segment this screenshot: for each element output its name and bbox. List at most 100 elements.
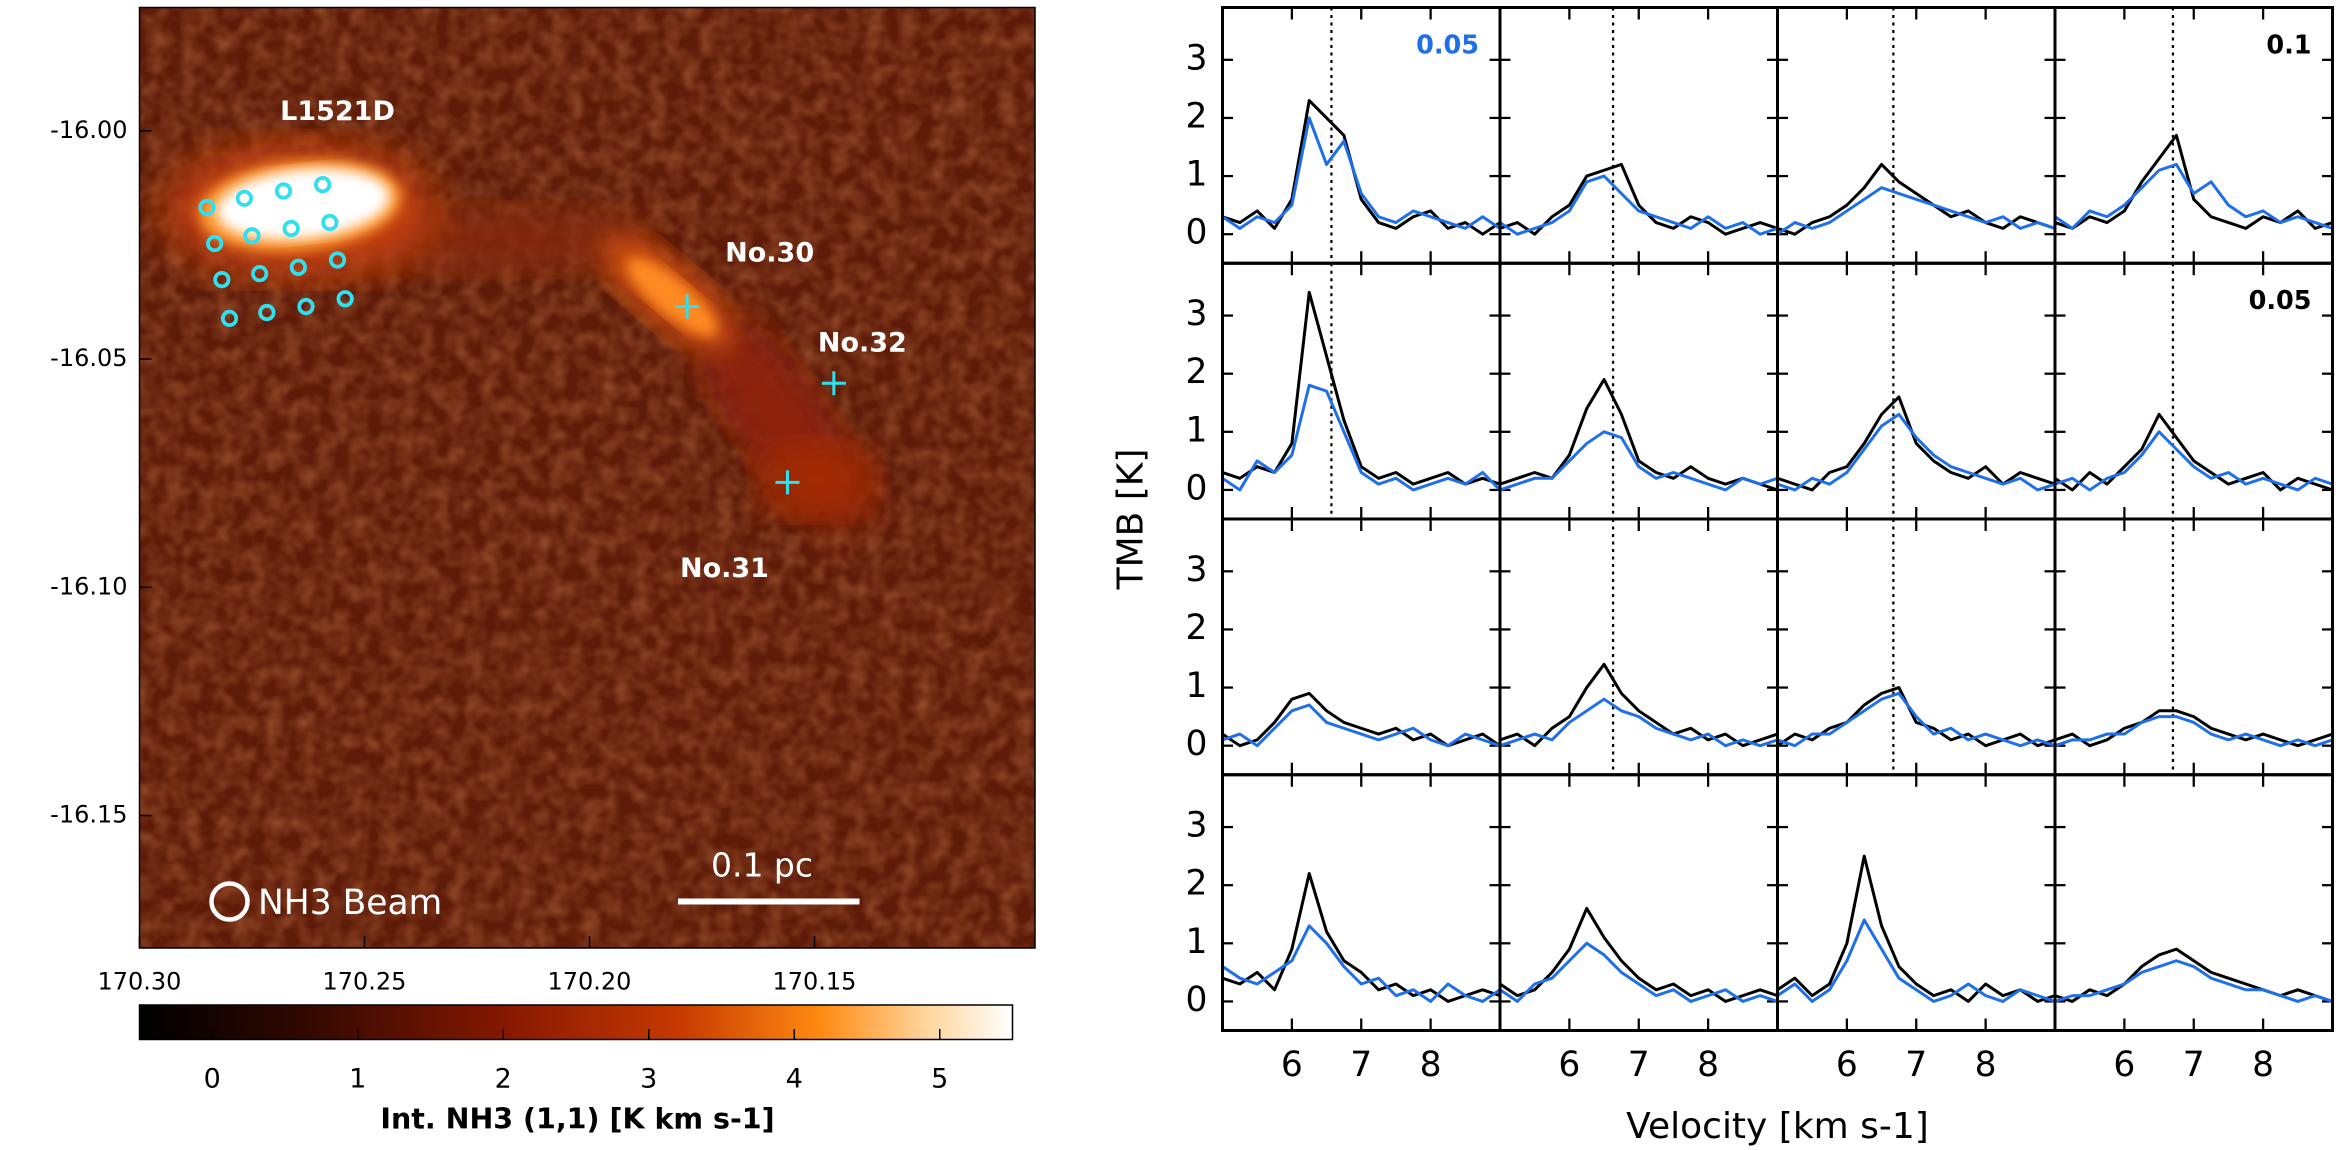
x-tick-label: 8 bbox=[1420, 1045, 1442, 1085]
y-tick-label: 1 bbox=[1186, 666, 1208, 706]
y-tick-label: 0 bbox=[1186, 724, 1208, 764]
x-tick-label: 8 bbox=[1975, 1045, 1997, 1085]
position-marker bbox=[274, 182, 293, 200]
x-tick-label: 6 bbox=[2113, 1045, 2135, 1085]
y-tick-label: 3 bbox=[1186, 38, 1208, 78]
y-tick-label: -16.10 bbox=[50, 572, 127, 600]
spectrum-line bbox=[1499, 941, 1778, 1003]
position-marker bbox=[251, 265, 269, 283]
spectrum-line bbox=[1776, 686, 2056, 748]
spectrum-line bbox=[1499, 697, 1778, 748]
x-tick-label: 170.25 bbox=[323, 967, 407, 995]
source-label: No.30 bbox=[725, 238, 814, 269]
panel-note: 0.1 bbox=[2266, 30, 2311, 60]
region-label: L1521D bbox=[280, 96, 395, 127]
x-tick-label: 170.15 bbox=[773, 967, 857, 995]
spectrum-line bbox=[1499, 662, 1778, 748]
position-marker bbox=[336, 290, 354, 308]
panel-frame bbox=[1498, 773, 1779, 1032]
x-tick-label: 7 bbox=[1628, 1045, 1650, 1085]
spectrum-line bbox=[1499, 377, 1778, 492]
spectrum-line bbox=[1221, 383, 1502, 492]
position-marker bbox=[235, 189, 253, 207]
y-tick-label: 1 bbox=[1186, 155, 1208, 195]
spectrum-line bbox=[1777, 412, 2056, 492]
position-marker bbox=[243, 227, 261, 245]
position-marker bbox=[198, 198, 216, 217]
position-marker bbox=[321, 213, 339, 232]
x-tick-label: 6 bbox=[1836, 1045, 1858, 1085]
panel-note: 0.05 bbox=[1416, 30, 1479, 60]
spectrum-line bbox=[1777, 162, 2056, 236]
spectrum-line bbox=[2054, 959, 2333, 1003]
y-tick-label: 3 bbox=[1186, 806, 1208, 846]
x-tick-label: 7 bbox=[2183, 1045, 2205, 1085]
y-tick-label: 2 bbox=[1186, 608, 1208, 648]
y-tick-label: -16.00 bbox=[50, 116, 127, 144]
panel-note: 0.05 bbox=[2249, 286, 2312, 316]
panel-frame bbox=[2053, 773, 2334, 1032]
y-axis-label: TMB [K] bbox=[1111, 449, 1152, 591]
position-marker bbox=[289, 258, 307, 276]
y-tick-label: 2 bbox=[1186, 96, 1208, 136]
position-marker bbox=[220, 309, 239, 328]
colorbar-tick-label: 4 bbox=[786, 1063, 803, 1094]
colorbar bbox=[138, 1004, 1014, 1041]
beam-symbol bbox=[209, 881, 250, 922]
x-tick-label: 7 bbox=[1350, 1045, 1372, 1085]
position-marker bbox=[328, 251, 347, 269]
spectrum-line bbox=[2054, 133, 2333, 230]
position-marker bbox=[314, 176, 332, 194]
map-image bbox=[139, 7, 1036, 948]
spectrum-line bbox=[2054, 412, 2333, 492]
spectrum-line bbox=[1221, 924, 1501, 1003]
x-tick-label: 6 bbox=[1281, 1045, 1303, 1085]
spectrum-line bbox=[1776, 186, 2056, 236]
y-tick-label: 0 bbox=[1186, 468, 1208, 508]
y-tick-label: 0 bbox=[1186, 980, 1208, 1020]
spectrum-line bbox=[2054, 162, 2333, 230]
source-cross bbox=[775, 470, 800, 495]
spectrum-line bbox=[1222, 98, 1501, 236]
colorbar-tick-label: 3 bbox=[640, 1063, 657, 1094]
spectrum-line bbox=[1499, 430, 1778, 492]
y-tick-label: 3 bbox=[1186, 294, 1208, 334]
spectrum-line bbox=[1222, 872, 1501, 1003]
spectrum-line bbox=[1776, 918, 2056, 1003]
panel-frame bbox=[1221, 517, 1502, 777]
y-tick-label: 1 bbox=[1186, 922, 1208, 962]
colorbar-tick-label: 0 bbox=[204, 1063, 221, 1094]
source-label: No.31 bbox=[680, 553, 769, 584]
colorbar-tick-label: 1 bbox=[349, 1063, 366, 1094]
x-tick-label: 8 bbox=[2252, 1045, 2274, 1085]
position-marker bbox=[297, 297, 315, 316]
colorbar-label: Int. NH3 (1,1) [K km s-1] bbox=[380, 1102, 774, 1135]
spectrum-line bbox=[2054, 947, 2333, 1003]
position-marker bbox=[206, 234, 224, 253]
position-marker bbox=[213, 270, 231, 289]
x-tick-label: 8 bbox=[1697, 1045, 1719, 1085]
beam-label: NH3 Beam bbox=[258, 883, 442, 923]
source-cross bbox=[675, 294, 700, 319]
position-marker bbox=[258, 303, 276, 322]
x-tick-label: 170.20 bbox=[548, 967, 632, 995]
scalebar-label: 0.1 pc bbox=[711, 845, 813, 884]
y-tick-label: 3 bbox=[1186, 550, 1208, 590]
colorbar-tick-label: 2 bbox=[495, 1063, 512, 1094]
x-tick-label: 170.30 bbox=[98, 967, 182, 995]
spectrum-line bbox=[1221, 116, 1501, 230]
source-cross bbox=[821, 371, 846, 396]
spectrum-line bbox=[1222, 703, 1501, 748]
y-tick-label: 1 bbox=[1186, 410, 1208, 450]
spectrum-line bbox=[1499, 906, 1778, 1003]
spectrum-line bbox=[2054, 430, 2333, 492]
colorbar-tick-label: 5 bbox=[931, 1063, 948, 1094]
map-frame bbox=[138, 6, 1036, 949]
y-tick-label: 0 bbox=[1186, 213, 1208, 253]
y-tick-label: -16.15 bbox=[50, 801, 127, 829]
spectrum-line bbox=[1221, 691, 1501, 748]
y-tick-label: 2 bbox=[1186, 864, 1208, 904]
spectrum-line bbox=[1499, 174, 1778, 236]
spectrum-line bbox=[1222, 290, 1501, 486]
